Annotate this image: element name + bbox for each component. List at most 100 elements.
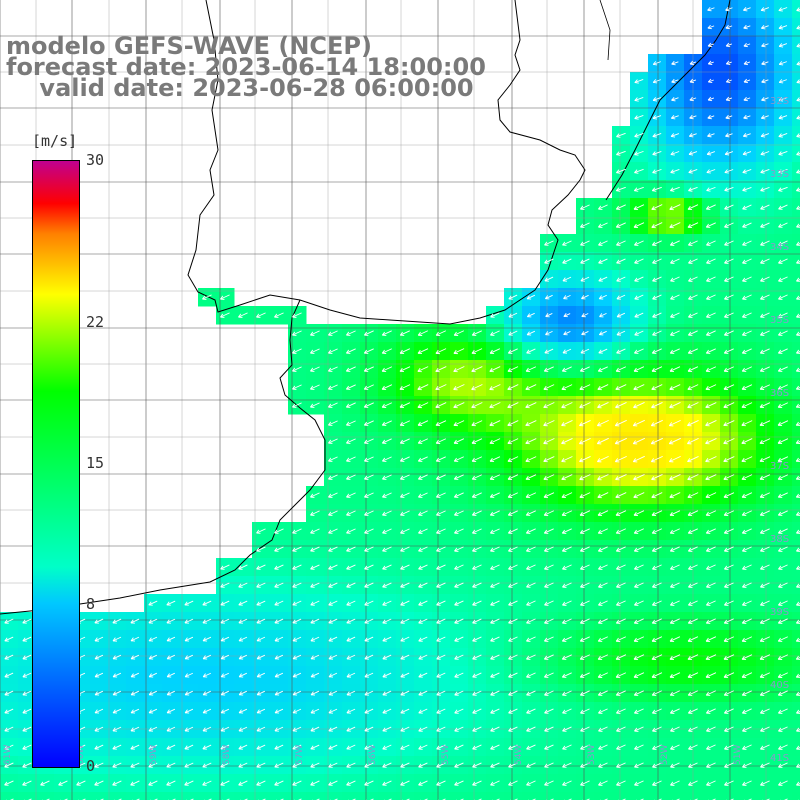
- wind-arrow: [489, 402, 501, 408]
- wind-arrow: [382, 726, 392, 732]
- wind-arrow: [346, 708, 356, 714]
- wind-arrow: [544, 672, 554, 678]
- wind-arrow-head: [614, 440, 618, 444]
- wind-arrow-head: [723, 439, 727, 444]
- wind-arrow: [4, 618, 14, 624]
- wind-arrow-head: [202, 655, 206, 660]
- wind-arrow-head: [561, 511, 565, 516]
- wind-arrow-head: [256, 691, 260, 696]
- wind-arrow-head: [708, 63, 713, 66]
- wind-arrow: [418, 438, 428, 444]
- wind-arrow-head: [759, 529, 764, 534]
- wind-arrow: [778, 744, 788, 750]
- wind-arrow: [256, 600, 266, 606]
- wind-arrow: [454, 582, 464, 588]
- wind-arrow-head: [454, 709, 458, 714]
- longitude-label: 52W: [660, 745, 670, 765]
- wind-arrow-head: [130, 637, 134, 642]
- wind-arrow-head: [689, 135, 694, 138]
- wind-arrow-head: [489, 367, 493, 372]
- wind-arrow-head: [292, 349, 296, 354]
- wind-arrow-head: [472, 691, 476, 696]
- wind-arrow-head: [651, 187, 656, 192]
- wind-arrow: [760, 294, 770, 300]
- wind-arrow: [670, 600, 680, 606]
- wind-arrow-head: [724, 151, 729, 155]
- wind-arrow: [634, 168, 644, 174]
- wind-arrow: [796, 728, 800, 732]
- wind-arrow-head: [670, 745, 674, 750]
- wind-arrow: [580, 240, 590, 246]
- wind-arrow: [508, 780, 518, 786]
- wind-arrow: [4, 726, 14, 732]
- wind-arrow: [689, 133, 697, 137]
- wind-arrow-head: [274, 673, 278, 678]
- wind-cell: [72, 792, 91, 800]
- wind-cell: [540, 792, 559, 800]
- wind-arrow-head: [310, 529, 314, 534]
- wind-arrow-head: [634, 601, 638, 606]
- wind-arrow: [526, 708, 536, 714]
- wind-arrow-head: [489, 403, 493, 408]
- wind-arrow-head: [669, 385, 673, 390]
- wind-arrow: [652, 312, 662, 318]
- wind-arrow: [633, 366, 645, 372]
- wind-arrow: [508, 330, 518, 336]
- wind-arrow-head: [742, 547, 746, 552]
- wind-arrow-head: [651, 511, 655, 516]
- wind-arrow: [238, 672, 248, 678]
- wind-arrow-head: [796, 25, 800, 29]
- wind-arrow: [508, 672, 518, 678]
- wind-arrow: [652, 276, 662, 282]
- wind-arrow-head: [778, 583, 782, 588]
- wind-arrow-head: [671, 81, 676, 84]
- wind-arrow: [436, 672, 446, 678]
- wind-arrow-head: [220, 295, 224, 300]
- wind-cell: [792, 612, 800, 631]
- wind-arrow-head: [671, 78, 675, 83]
- wind-arrow-head: [310, 493, 314, 498]
- wind-arrow: [599, 294, 607, 300]
- wind-arrow: [778, 97, 788, 101]
- wind-arrow: [544, 708, 554, 714]
- wind-arrow-head: [724, 763, 728, 768]
- wind-arrow: [22, 690, 32, 696]
- wind-arrow: [688, 744, 698, 750]
- wind-arrow-head: [670, 781, 674, 786]
- wind-arrow: [508, 744, 518, 750]
- wind-arrow-head: [94, 745, 98, 750]
- wind-arrow-head: [130, 781, 134, 786]
- wind-arrow: [580, 204, 590, 210]
- wind-arrow-head: [490, 547, 494, 552]
- wind-arrow: [202, 780, 212, 786]
- wind-arrow-head: [543, 655, 548, 660]
- wind-arrow-head: [400, 457, 404, 462]
- wind-arrow-head: [94, 673, 98, 678]
- wind-arrow: [598, 240, 608, 246]
- wind-arrow-head: [292, 709, 296, 714]
- wind-arrow-head: [472, 637, 476, 642]
- wind-arrow: [634, 276, 644, 282]
- wind-arrow-head: [490, 583, 494, 588]
- wind-arrow: [760, 762, 770, 768]
- wind-arrow: [310, 780, 320, 786]
- wind-arrow: [472, 582, 482, 588]
- wind-arrow-head: [418, 727, 422, 732]
- wind-arrow-head: [202, 673, 206, 678]
- wind-arrow-head: [328, 475, 332, 480]
- wind-arrow: [616, 204, 626, 210]
- wind-arrow: [742, 169, 752, 173]
- wind-arrow-head: [724, 709, 728, 714]
- wind-arrow-head: [489, 475, 493, 480]
- wind-arrow: [723, 510, 735, 516]
- wind-cell: [756, 792, 775, 800]
- wind-arrow-head: [130, 763, 134, 768]
- wind-arrow: [382, 744, 392, 750]
- wind-arrow-head: [615, 205, 620, 210]
- wind-arrow-head: [292, 331, 296, 336]
- wind-arrow-head: [381, 403, 385, 408]
- wind-arrow-head: [778, 727, 782, 732]
- wind-arrow: [580, 744, 590, 750]
- latitude-label: 34S: [770, 242, 789, 253]
- wind-arrow-head: [471, 331, 475, 336]
